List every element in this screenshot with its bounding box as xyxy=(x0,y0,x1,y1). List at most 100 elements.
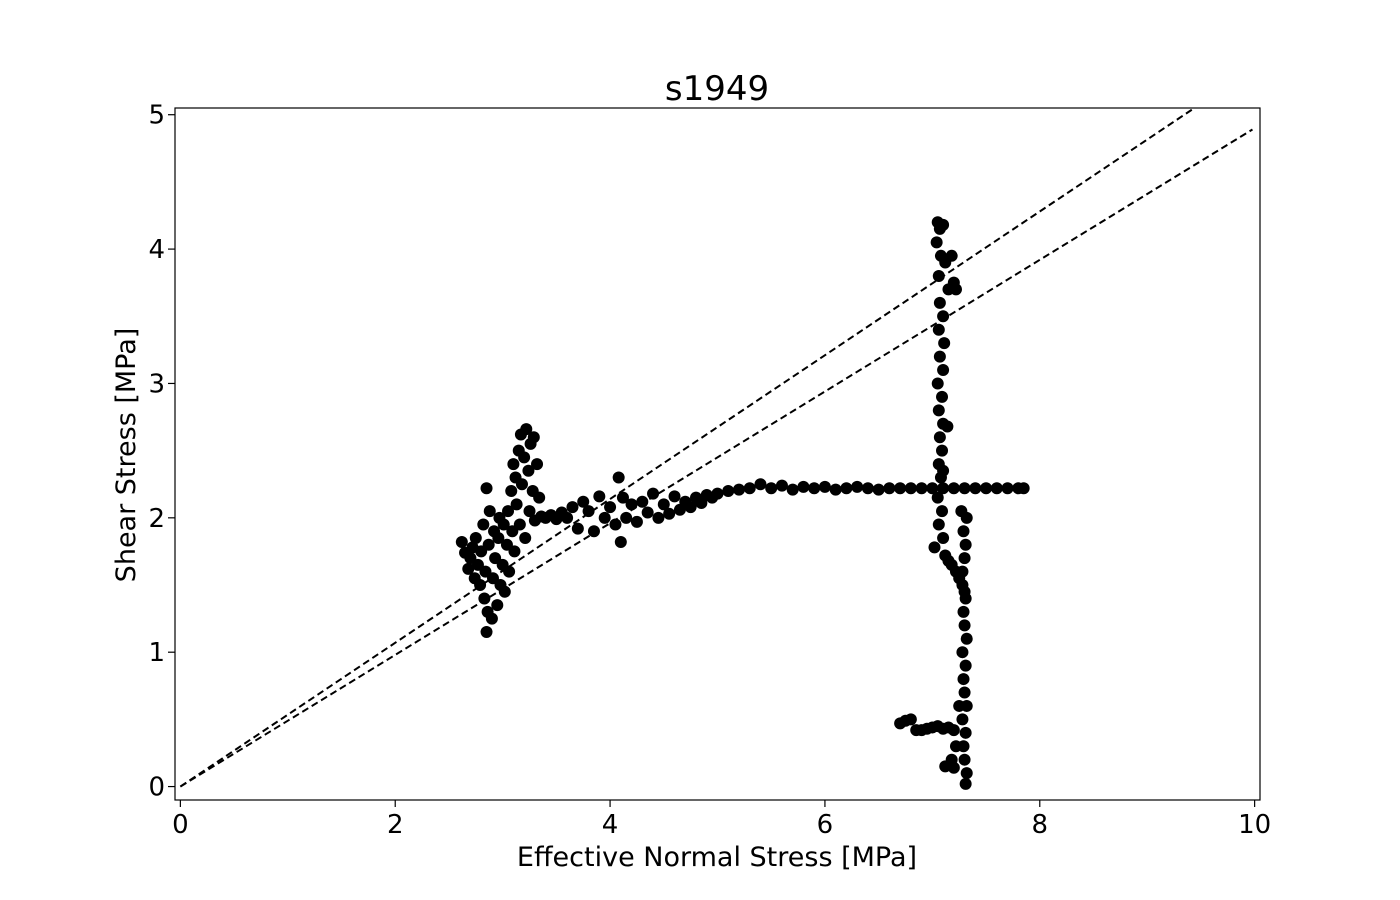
y-tick-label-5: 5 xyxy=(148,101,165,131)
reference-line-2 xyxy=(179,128,1254,788)
data-point-0-177 xyxy=(959,777,972,790)
data-point-0-2 xyxy=(462,562,475,575)
data-point-0-35 xyxy=(508,545,521,558)
data-point-0-74 xyxy=(636,495,649,508)
data-point-0-83 xyxy=(684,501,697,514)
data-point-0-11 xyxy=(478,592,491,605)
data-point-0-111 xyxy=(958,482,971,495)
data-point-0-77 xyxy=(652,511,665,524)
data-point-0-60 xyxy=(571,522,584,535)
data-point-0-13 xyxy=(480,482,493,495)
data-point-0-100 xyxy=(840,482,853,495)
data-point-0-95 xyxy=(786,483,799,496)
data-point-0-94 xyxy=(775,479,788,492)
data-point-0-99 xyxy=(829,483,842,496)
data-point-0-73 xyxy=(630,515,643,528)
data-point-0-129 xyxy=(933,296,946,309)
data-point-0-160 xyxy=(959,538,972,551)
data-point-0-103 xyxy=(872,483,885,496)
x-tick-label-2: 2 xyxy=(387,810,404,840)
y-tick-label-2: 2 xyxy=(148,504,165,534)
data-point-0-173 xyxy=(959,726,972,739)
data-point-0-62 xyxy=(582,505,595,518)
data-point-0-149 xyxy=(928,541,941,554)
data-point-0-102 xyxy=(861,482,874,495)
data-point-0-49 xyxy=(527,431,540,444)
data-point-0-141 xyxy=(936,444,949,457)
data-point-0-108 xyxy=(926,482,939,495)
data-point-0-115 xyxy=(1001,482,1014,495)
y-tick-label-4: 4 xyxy=(148,235,165,265)
data-point-0-114 xyxy=(990,482,1003,495)
data-point-0-79 xyxy=(663,507,676,520)
chart-title: s1949 xyxy=(665,69,769,109)
data-point-0-146 xyxy=(936,505,949,518)
data-point-0-18 xyxy=(485,612,498,625)
y-tick-label-0: 0 xyxy=(148,773,165,803)
y-axis-ticks: 0 1 2 3 4 5 xyxy=(148,101,175,803)
data-point-0-124 xyxy=(932,269,945,282)
data-point-0-112 xyxy=(969,482,982,495)
data-point-0-176 xyxy=(960,767,973,780)
data-point-0-185 xyxy=(904,713,917,726)
data-point-0-107 xyxy=(915,482,928,495)
data-point-0-68 xyxy=(612,471,625,484)
data-point-0-125 xyxy=(945,249,958,262)
data-point-0-0 xyxy=(455,536,468,549)
data-point-0-175 xyxy=(958,753,971,766)
data-point-0-121 xyxy=(930,236,943,249)
x-tick-label-10: 10 xyxy=(1238,810,1271,840)
data-point-0-101 xyxy=(851,480,864,493)
data-point-0-165 xyxy=(958,619,971,632)
data-point-0-6 xyxy=(469,531,482,544)
data-point-0-128 xyxy=(942,283,955,296)
data-point-0-23 xyxy=(492,531,505,544)
data-point-0-64 xyxy=(593,490,606,503)
reference-line-1 xyxy=(179,107,1195,788)
data-point-0-27 xyxy=(497,518,510,531)
data-point-0-46 xyxy=(523,505,536,518)
data-point-0-179 xyxy=(949,740,962,753)
data-point-0-158 xyxy=(960,511,973,524)
data-point-0-30 xyxy=(502,505,515,518)
x-axis-ticks: 0 2 4 6 8 10 xyxy=(172,800,1271,840)
data-point-0-17 xyxy=(483,505,496,518)
data-point-0-10 xyxy=(477,518,490,531)
data-point-0-69 xyxy=(614,536,627,549)
data-point-0-109 xyxy=(937,482,950,495)
x-tick-label-8: 8 xyxy=(1032,810,1049,840)
data-point-0-169 xyxy=(957,673,970,686)
data-point-0-110 xyxy=(947,482,960,495)
y-axis-label: Shear Stress [MPa] xyxy=(111,328,142,583)
data-point-0-161 xyxy=(958,552,971,565)
data-point-0-148 xyxy=(937,531,950,544)
data-point-0-16 xyxy=(482,538,495,551)
data-point-0-140 xyxy=(933,431,946,444)
data-point-0-105 xyxy=(894,482,907,495)
data-point-0-182 xyxy=(947,761,960,774)
x-axis-label: Effective Normal Stress [MPa] xyxy=(517,842,917,873)
y-tick-label-3: 3 xyxy=(148,369,165,399)
x-tick-label-6: 6 xyxy=(817,810,834,840)
data-point-0-63 xyxy=(587,525,600,538)
data-point-0-41 xyxy=(515,478,528,491)
data-point-0-22 xyxy=(491,599,504,612)
data-point-0-65 xyxy=(598,511,611,524)
data-point-0-132 xyxy=(938,337,951,350)
data-point-0-66 xyxy=(604,501,617,514)
data-point-0-130 xyxy=(937,310,950,323)
data-point-0-88 xyxy=(711,487,724,500)
data-points xyxy=(455,216,1030,790)
data-point-0-14 xyxy=(480,626,493,639)
data-point-0-166 xyxy=(960,632,973,645)
data-point-0-178 xyxy=(953,699,966,712)
data-point-0-168 xyxy=(959,659,972,672)
data-point-0-61 xyxy=(577,495,590,508)
data-point-0-93 xyxy=(765,482,778,495)
data-point-0-70 xyxy=(616,491,629,504)
data-point-0-44 xyxy=(520,423,533,436)
data-point-0-58 xyxy=(561,511,574,524)
data-point-0-120 xyxy=(937,218,950,231)
data-point-0-135 xyxy=(931,377,944,390)
